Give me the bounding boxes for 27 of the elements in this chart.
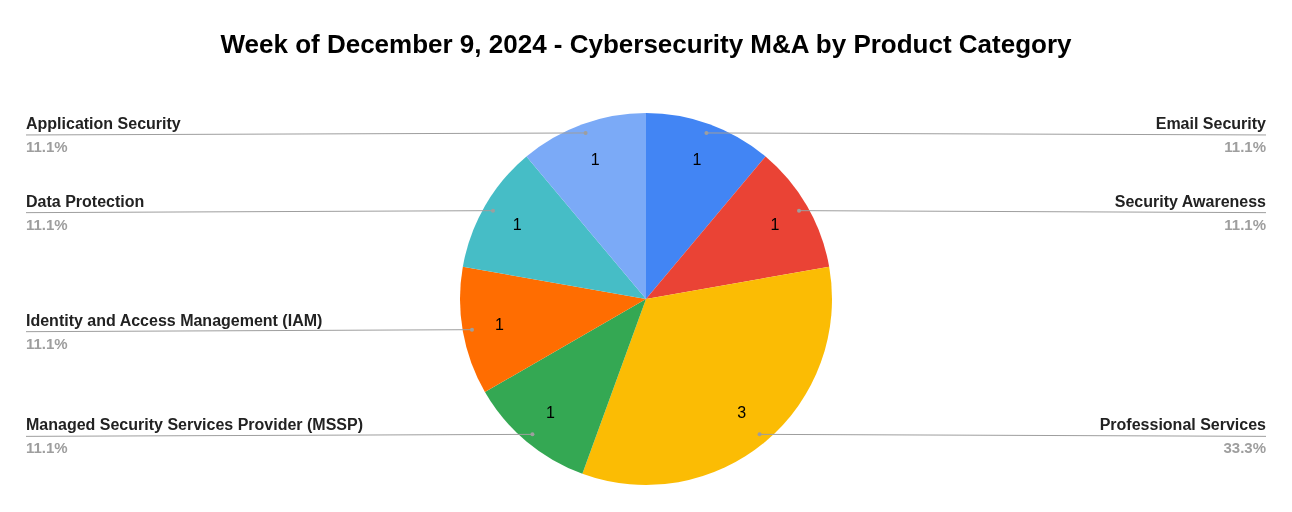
data-label: 1 [495, 316, 505, 334]
data-label: 1 [512, 216, 522, 234]
pie-slice [460, 266, 646, 392]
text: 11.1% [1224, 137, 1266, 155]
pie-slice [646, 113, 766, 299]
slice-label: Email Security [1155, 114, 1267, 132]
slice-label: Security Awareness [1114, 192, 1267, 210]
chart-title: Week of December 9, 2024 - Cybersecurity M&A by Product Category [220, 29, 1073, 59]
text: 11.1% [26, 137, 68, 155]
pie-slice [526, 113, 646, 299]
pie-slice [484, 299, 646, 474]
slice-label: Managed Security Services Provider (MSSP) [26, 416, 364, 434]
slice-label: Application Security [26, 114, 181, 132]
text: 11.1% [26, 334, 68, 352]
text: 33.3% [1223, 439, 1266, 457]
data-label: 1 [545, 404, 555, 422]
text: 11.1% [26, 439, 68, 457]
slice-label: Professional Services [1099, 416, 1267, 434]
pie-slice [582, 266, 832, 485]
slice-label: Data Protection [26, 192, 145, 210]
data-label: 1 [692, 150, 702, 168]
slice-label: Identity and Access Management (IAM) [26, 311, 323, 329]
data-label: 3 [737, 404, 747, 422]
text: 11.1% [26, 215, 68, 233]
data-label: 1 [770, 216, 780, 234]
data-label: 1 [590, 150, 600, 168]
text: 11.1% [1224, 215, 1266, 233]
